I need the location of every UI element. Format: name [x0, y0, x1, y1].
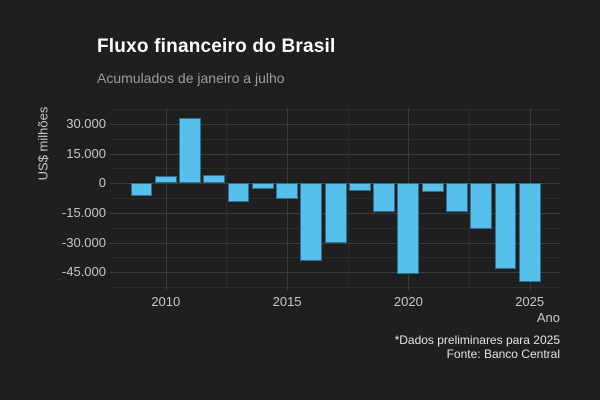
bar-2021: [421, 183, 444, 193]
gridline-major-v: [165, 108, 167, 290]
gridline-major-v: [287, 108, 289, 290]
y-tick-label: 30.000: [66, 115, 106, 131]
bar-2016: [300, 183, 323, 262]
bar-2017: [324, 183, 347, 243]
caption: *Dados preliminares para 2025 Fonte: Ban…: [395, 333, 560, 361]
gridline-minor-v: [469, 108, 471, 290]
y-tick-label: -15.000: [61, 204, 106, 220]
bar-2025: [518, 183, 541, 283]
bar-2018: [348, 183, 371, 191]
x-tick-label: 2025: [515, 294, 545, 309]
chart-subtitle: Acumulados de janeiro a julho: [97, 70, 285, 86]
bar-2010: [154, 175, 177, 184]
x-axis-title: Ano: [536, 310, 560, 325]
y-tick-label: -30.000: [61, 234, 106, 250]
bar-2012: [203, 175, 226, 184]
gridline-minor-h: [110, 108, 560, 110]
caption-line-2: Fonte: Banco Central: [446, 347, 560, 361]
gridline-major-h: [110, 153, 560, 155]
x-tick-label: 2015: [272, 294, 302, 309]
gridline-major-h: [110, 272, 560, 274]
y-tick-label: 15.000: [66, 145, 106, 161]
bar-2024: [494, 183, 517, 270]
bar-2022: [445, 183, 468, 213]
gridline-minor-h: [110, 257, 560, 259]
caption-line-1: *Dados preliminares para 2025: [394, 333, 560, 347]
gridline-minor-h: [110, 138, 560, 140]
gridline-minor-v: [347, 108, 349, 290]
y-axis-title: US$ milhões: [35, 106, 51, 181]
x-tick-label: 2020: [393, 294, 423, 309]
y-tick-label: 0: [98, 175, 106, 191]
bar-2020: [397, 183, 420, 274]
y-tick-label: -45.000: [61, 264, 106, 280]
bar-2015: [276, 183, 298, 199]
gridline-major-h: [110, 123, 560, 125]
gridline-minor-h: [110, 168, 560, 170]
plot-panel: [110, 108, 560, 290]
gridline-minor-v: [226, 108, 228, 290]
bar-2014: [251, 183, 274, 190]
gridline-minor-h: [110, 287, 560, 289]
chart-title: Fluxo financeiro do Brasil: [97, 36, 336, 57]
bar-2013: [227, 183, 250, 202]
bar-2009: [130, 183, 153, 197]
bar-2023: [470, 183, 493, 229]
bar-2011: [179, 117, 201, 184]
gridline-major-h: [110, 242, 560, 244]
bar-2019: [373, 183, 396, 213]
x-tick-label: 2010: [151, 294, 181, 309]
